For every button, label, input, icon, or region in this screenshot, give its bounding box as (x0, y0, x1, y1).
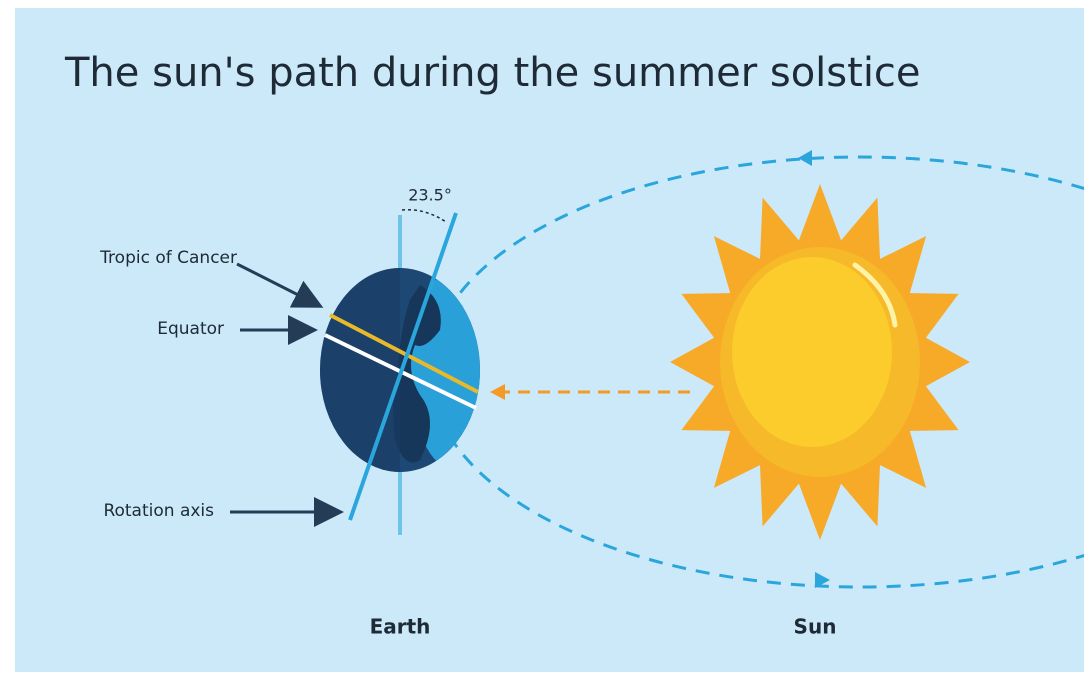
axis-label: Rotation axis (103, 501, 214, 521)
page: The sun's path during the summer solstic… (0, 0, 1084, 680)
title: The sun's path during the summer solstic… (64, 50, 921, 96)
sun-core (732, 257, 892, 447)
angle-label: 23.5° (408, 186, 452, 205)
sun-label: Sun (794, 615, 837, 639)
earth-label: Earth (370, 615, 431, 639)
equator-label: Equator (157, 319, 224, 339)
diagram: The sun's path during the summer solstic… (0, 0, 1084, 680)
tropic-label: Tropic of Cancer (99, 248, 237, 268)
